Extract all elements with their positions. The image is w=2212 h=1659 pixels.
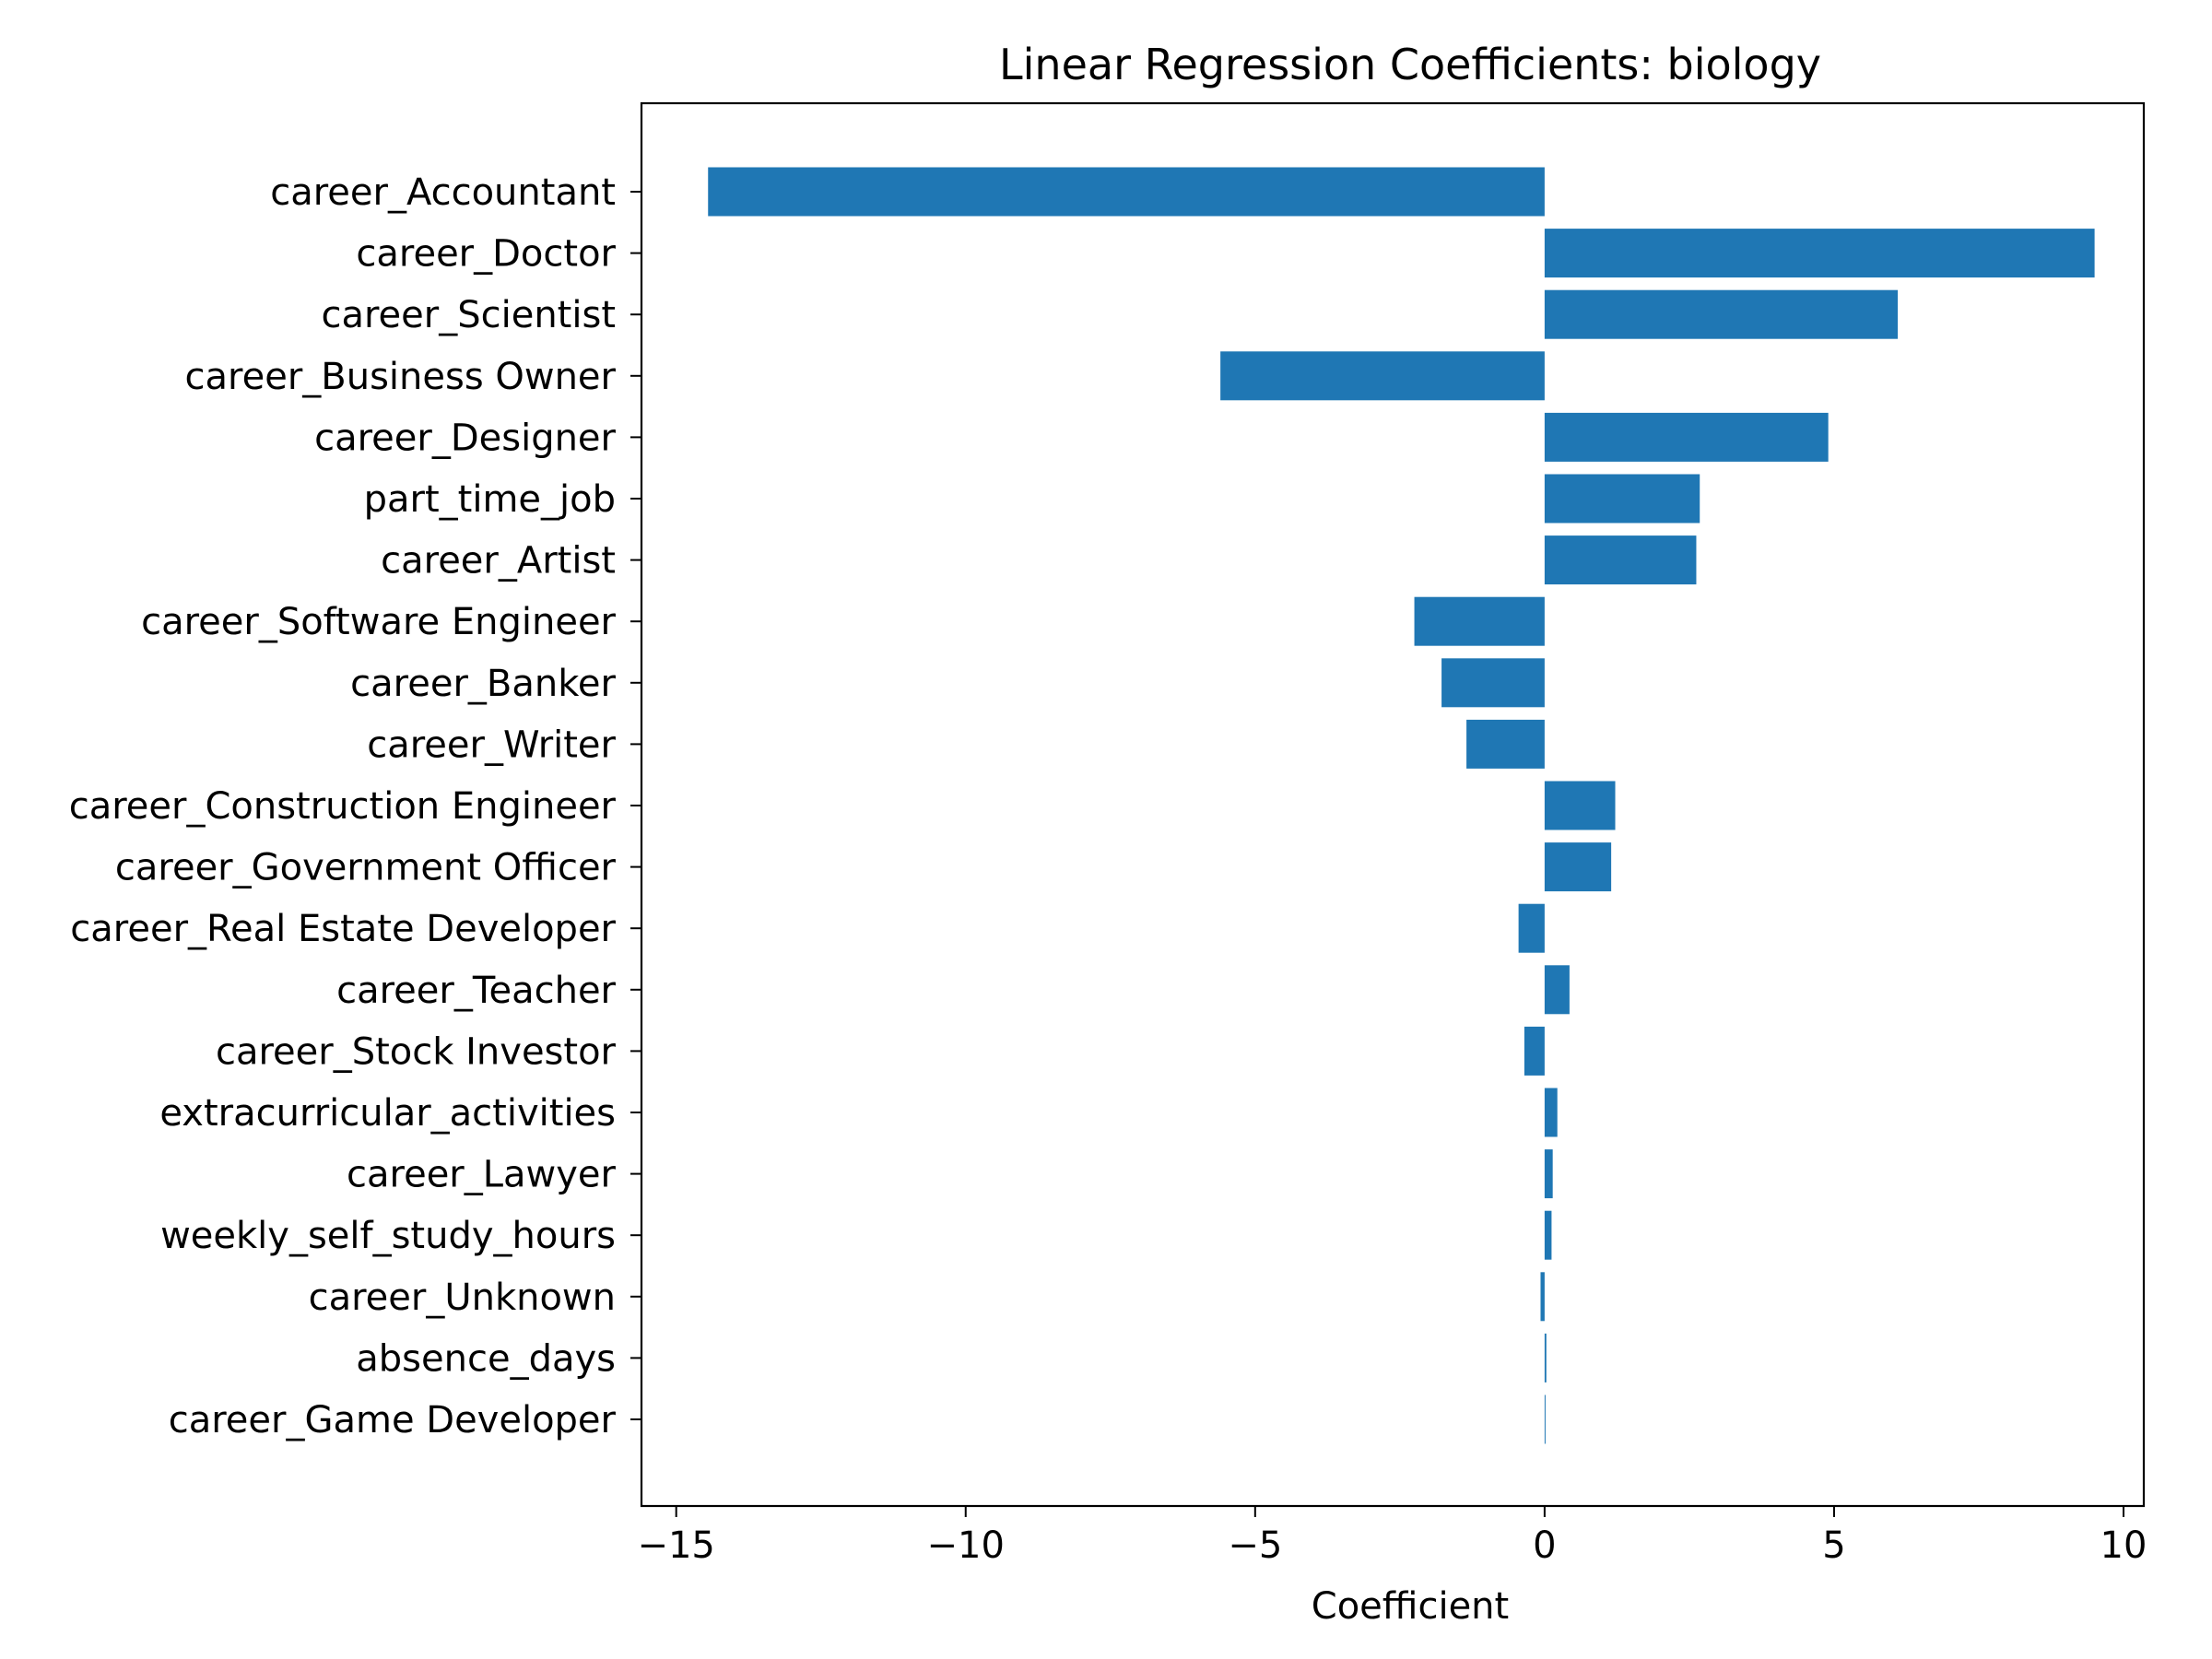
y-tick-label: career_Scientist [321, 294, 616, 336]
bar-weekly-self-study-hours [1544, 1210, 1552, 1260]
bar-career-game-developer [1544, 1394, 1546, 1444]
y-tick-label: career_Artist [381, 540, 616, 582]
y-tick-label: career_Doctor [356, 233, 616, 276]
y-tick-label: career_Banker [350, 663, 616, 705]
chart-title: Linear Regression Coefficients: biology [999, 40, 1821, 89]
x-tick-label: −10 [927, 1524, 1005, 1567]
x-tick-label: 0 [1533, 1524, 1556, 1567]
y-tick-label: career_Designer [314, 417, 616, 459]
y-tick-label: part_time_job [364, 478, 616, 521]
y-tick-label: career_Game Developer [169, 1399, 617, 1441]
y-tick-label: extracurricular_activities [159, 1092, 616, 1135]
y-tick-label: career_Accountant [270, 171, 616, 214]
bar-career-government-officer [1544, 842, 1612, 892]
bar-career-construction-engineer [1544, 781, 1616, 830]
y-tick-label: career_Lawyer [347, 1154, 617, 1196]
y-tick-label: weekly_self_study_hours [160, 1215, 616, 1257]
x-tick-label: −15 [637, 1524, 714, 1567]
y-tick-label: absence_days [356, 1337, 616, 1380]
bar-absence-days [1544, 1333, 1547, 1382]
y-tick-label: career_Business Owner [185, 356, 617, 398]
bar-career-doctor [1544, 229, 2095, 278]
bar-career-accountant [708, 167, 1545, 217]
y-tick-label: career_Stock Investor [216, 1030, 617, 1073]
y-tick-label: career_Construction Engineer [69, 785, 617, 828]
plot-frame [640, 101, 2146, 1508]
x-ticks-group: −15 −10 −5 0 5 10 [637, 1506, 2147, 1567]
y-tick-label: career_Government Officer [115, 847, 617, 889]
y-tick-label: career_Unknown [309, 1277, 616, 1319]
y-tick-label: career_Software Engineer [141, 601, 616, 643]
y-tick-label: career_Teacher [336, 970, 616, 1012]
bar-part-time-job [1544, 474, 1700, 524]
bar-career-real-estate-developer [1518, 903, 1545, 953]
bar-career-business-owner [1220, 351, 1545, 401]
bar-career-banker [1441, 658, 1545, 708]
bar-career-stock-investor [1524, 1026, 1545, 1076]
bar-career-scientist [1544, 289, 1899, 339]
category-labels-group: career_Accountant career_Doctor career_Sci… [69, 171, 641, 1441]
bar-career-writer [1466, 719, 1545, 769]
x-tick-label: 10 [2100, 1524, 2147, 1567]
bar-extracurricular-activities [1544, 1088, 1558, 1137]
bar-career-unknown [1540, 1272, 1545, 1322]
x-axis-title: Coefficient [1312, 1585, 1509, 1628]
bar-career-lawyer [1544, 1149, 1553, 1199]
bar-career-teacher [1544, 965, 1570, 1015]
bars-group [708, 167, 2095, 1444]
x-tick-label: 5 [1822, 1524, 1845, 1567]
x-tick-label: −5 [1228, 1524, 1282, 1567]
bar-career-artist [1544, 535, 1697, 585]
bar-career-software-engineer [1414, 596, 1545, 646]
bar-career-designer [1544, 412, 1829, 462]
y-tick-label: career_Real Estate Developer [70, 908, 616, 950]
y-tick-label: career_Writer [367, 724, 616, 766]
